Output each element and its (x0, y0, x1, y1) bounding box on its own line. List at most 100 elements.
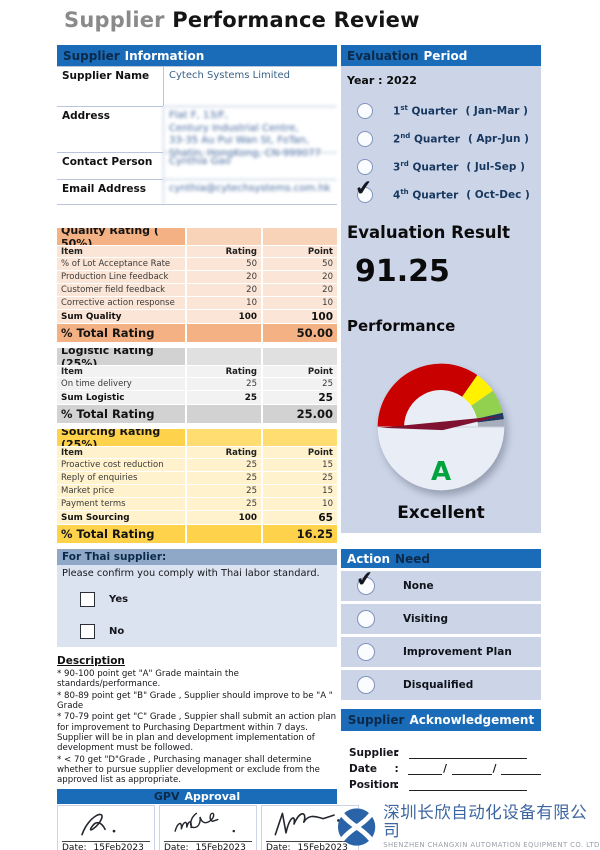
quality-rating-table: Quality Rating ( 50%) Item Rating Point … (57, 228, 337, 342)
total-value: 25.00 (263, 405, 337, 423)
logistic-table-title: Logistic Rating (25%) (57, 348, 185, 365)
header-word2: Acknowledgement (409, 713, 535, 727)
table-cell: 25 (187, 459, 261, 471)
performance-gauge: A Excellent (353, 339, 529, 523)
quarter-3-label: 3rd Quarter (393, 160, 459, 174)
quarter-2-radio[interactable] (357, 131, 373, 147)
table-cell: 10 (263, 297, 337, 309)
slash: / (492, 763, 497, 775)
description-heading: Description (57, 655, 125, 667)
gauge-needle (380, 416, 501, 431)
ack-date-row: Date : / / (349, 759, 542, 775)
colon: : (394, 763, 399, 775)
quarter-1-radio[interactable] (357, 103, 373, 119)
total-label: % Total Rating (57, 405, 185, 423)
none-radio[interactable]: ✔ (355, 566, 375, 595)
sum-point: 65 (263, 511, 337, 524)
sum-rating: 100 (187, 310, 261, 323)
table-cell: 15 (263, 459, 337, 471)
supplier-info-table: Supplier Name Cytech Systems Limited Add… (57, 66, 337, 205)
logistic-title-filler (187, 348, 261, 365)
ack-supplier-row: Supplier : (349, 743, 541, 759)
check-icon: ✔ (354, 566, 375, 592)
date-month-line[interactable] (451, 763, 492, 775)
quarter-4-option: ✔ 4th Quarter ( Oct-Dec ) (341, 175, 541, 209)
page-title-word-rest: Performance Review (172, 8, 420, 32)
total-filler (187, 405, 261, 423)
col-header-rating: Rating (187, 246, 261, 257)
supplier-name-value: Cytech Systems Limited (163, 66, 337, 106)
no-checkbox[interactable] (80, 623, 95, 639)
colon: : (395, 747, 400, 759)
gpv-approval-header: GPV Approval (57, 789, 337, 805)
thai-supplier-panel: For Thai supplier: Please confirm you co… (57, 549, 337, 647)
date-line: Date: 15Feb2023 (266, 841, 354, 850)
col-header-point: Point (263, 246, 337, 257)
header-word2: Information (124, 48, 205, 63)
logistic-title-filler (263, 348, 337, 365)
sourcing-rating-table: Sourcing Rating (25%) Item Rating Point … (57, 429, 337, 543)
header-word1: Supplier (63, 48, 120, 63)
check-icon: ✔ (353, 175, 374, 201)
thai-supplier-body: Please confirm you comply with Thai labo… (57, 565, 337, 647)
year-label: Year : 2022 (347, 74, 417, 87)
supplier-information-header: Supplier Information (57, 45, 337, 66)
visiting-radio[interactable] (357, 610, 375, 628)
total-filler (187, 324, 261, 342)
supplier-field-label: Supplier (349, 747, 399, 759)
date-field-label: Date (349, 763, 377, 775)
email-label: Email Address (57, 179, 163, 204)
supplier-signature-line[interactable] (409, 747, 527, 759)
description-line: * 90-100 point get "A" Grade maintain th… (57, 669, 239, 690)
table-cell: 25 (263, 378, 337, 390)
disqualified-radio[interactable] (357, 676, 375, 694)
date-line: Date: 15Feb2023 (164, 841, 252, 850)
table-cell: 20 (187, 284, 261, 296)
quarter-4-radio[interactable]: ✔ (354, 175, 374, 203)
action-option-disqualified: Disqualified (341, 670, 541, 700)
yes-checkbox[interactable] (80, 591, 95, 607)
purchasing-signature (81, 814, 116, 836)
sum-label: Sum Sourcing (57, 511, 185, 524)
gauge-segment-red (377, 363, 478, 427)
action-option-visiting: Visiting (341, 604, 541, 634)
table-cell: 25 (187, 378, 261, 390)
date-day-line[interactable] (408, 763, 443, 775)
action-need-panel: Action Need ✔ None Visiting Improvement … (341, 549, 541, 700)
supplier-acknowledgement-header: Supplier Acknowledgement (341, 709, 541, 731)
table-cell: Proactive cost reduction (57, 459, 185, 471)
acknowledgement-fields: Supplier : Date : / / Position : (349, 743, 542, 791)
sum-label: Sum Quality (57, 310, 185, 323)
evaluation-score: 91.25 (355, 254, 450, 289)
quarter-1-range: ( Jan-Mar ) (465, 105, 528, 117)
quarter-3-radio[interactable] (357, 159, 373, 175)
sourcing-signature (174, 813, 236, 833)
sum-label: Sum Logistic (57, 391, 185, 404)
thai-supplier-header: For Thai supplier: (57, 549, 337, 565)
quarter-options: 1st Quarter ( Jan-Mar ) 2nd Quarter ( Ap… (341, 97, 541, 209)
sum-rating: 100 (187, 511, 261, 524)
action-need-header: Action Need (341, 549, 541, 568)
table-cell: 10 (187, 297, 261, 309)
purchasing-signature-box: Date:15Feb2023 Purchasing Mg'r. (57, 805, 155, 850)
table-cell: 25 (187, 498, 261, 510)
gauge-segment-green (471, 390, 503, 419)
quarter-1-label: 1st Quarter (393, 104, 458, 118)
quarter-2-option: 2nd Quarter ( Apr-Jun ) (341, 125, 541, 153)
sum-point: 100 (263, 310, 337, 323)
sourcing-title-filler (263, 429, 337, 446)
quality-title-filler (263, 228, 337, 245)
improvement-plan-radio[interactable] (357, 643, 375, 661)
position-line[interactable] (409, 779, 527, 791)
table-cell: Corrective action response (57, 297, 185, 309)
col-header-item: Item (57, 366, 185, 377)
total-value: 50.00 (263, 324, 337, 342)
table-cell: % of Lot Acceptance Rate (57, 258, 185, 270)
total-label: % Total Rating (57, 324, 185, 342)
date-year-line[interactable] (501, 763, 542, 775)
header-word1: GPV (153, 790, 180, 804)
table-cell: Reply of enquiries (57, 472, 185, 484)
quarter-1-option: 1st Quarter ( Jan-Mar ) (341, 97, 541, 125)
quarter-2-label: 2nd Quarter (393, 132, 460, 146)
yes-label: Yes (109, 593, 129, 605)
